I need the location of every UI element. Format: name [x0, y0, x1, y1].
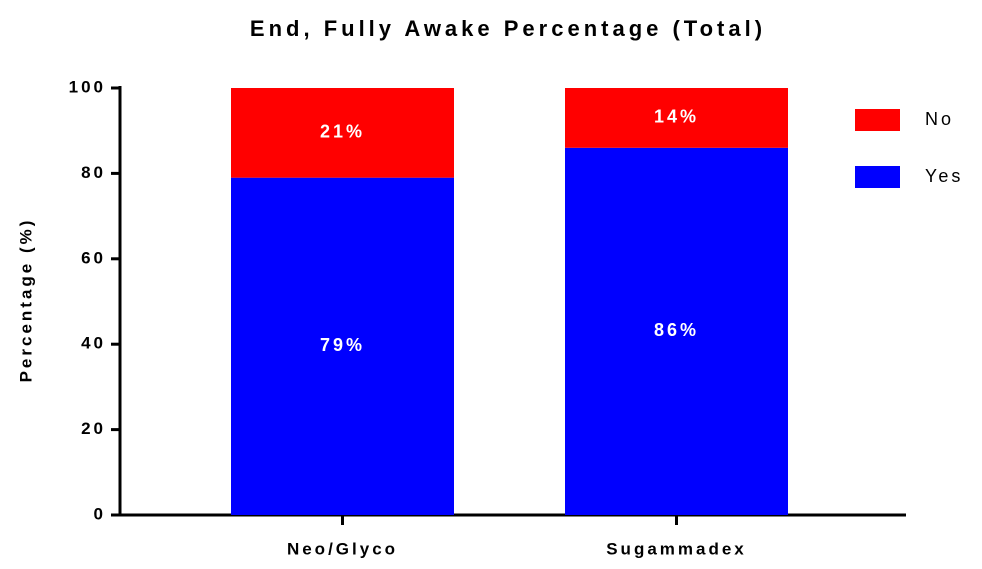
- value-label: 14%: [654, 107, 699, 127]
- x-tick-label: Neo/Glyco: [287, 539, 398, 558]
- x-tick-label: Sugammadex: [606, 539, 747, 558]
- value-label: 79%: [320, 335, 365, 355]
- y-tick-label: 80: [81, 163, 106, 182]
- legend-label: Yes: [925, 166, 963, 186]
- value-label: 21%: [320, 122, 365, 142]
- y-tick-label: 20: [81, 419, 106, 438]
- y-tick-label: 100: [69, 77, 106, 96]
- y-axis-label: Percentage (%): [16, 218, 35, 383]
- legend-swatch: [855, 109, 900, 131]
- legend-swatch: [855, 166, 900, 188]
- chart-title: End, Fully Awake Percentage (Total): [250, 16, 766, 41]
- bar-segment: [231, 177, 454, 516]
- legend-label: No: [925, 109, 954, 129]
- bar-segment: [231, 88, 454, 178]
- y-tick-label: 0: [94, 504, 106, 523]
- value-label: 86%: [654, 320, 699, 340]
- y-tick-label: 60: [81, 248, 106, 267]
- bar-segment: [565, 147, 788, 515]
- bar-segment: [565, 88, 788, 148]
- y-tick-label: 40: [81, 334, 106, 353]
